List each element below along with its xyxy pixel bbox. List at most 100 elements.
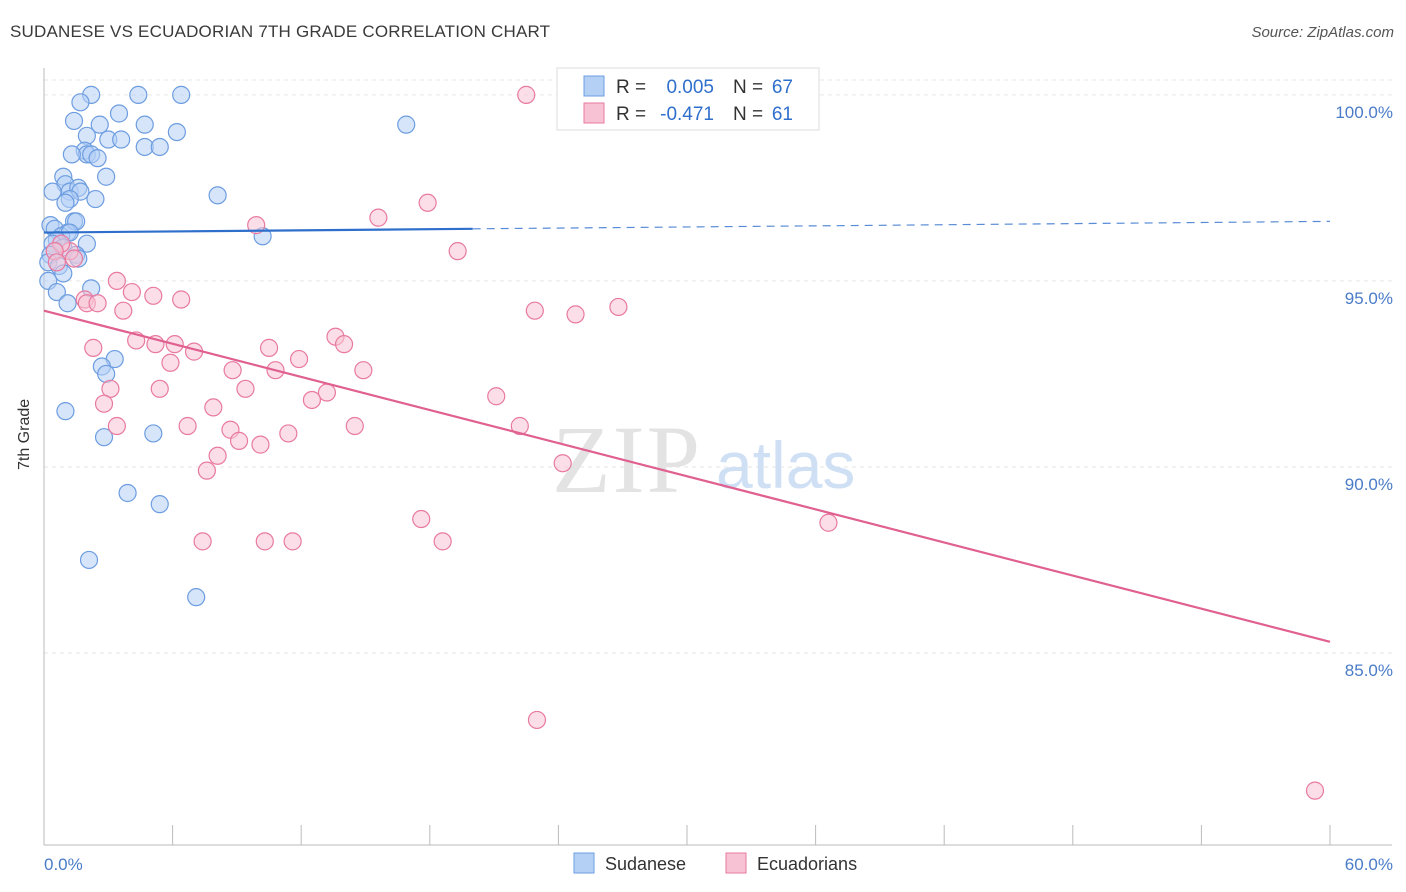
ecuadorian-point xyxy=(107,416,126,436)
ecuadorian-point xyxy=(208,446,227,465)
ecuadorian-point xyxy=(418,193,437,212)
sudanese-point xyxy=(172,85,191,104)
gridlines xyxy=(44,79,1392,654)
sudanese-point xyxy=(56,402,75,421)
ecuadorian-point xyxy=(94,394,114,413)
x-tick-label-min: 0.0% xyxy=(44,855,83,874)
trend-lines xyxy=(43,220,1331,643)
x-tick-label-max: 60.0% xyxy=(1345,855,1393,874)
y-tick-label: 85.0% xyxy=(1345,661,1393,680)
ecuadorian-point xyxy=(255,532,274,551)
legend-r-value: 0.005 xyxy=(666,77,714,98)
ecuadorian-point xyxy=(229,431,249,450)
y-tick-label: 90.0% xyxy=(1345,475,1393,494)
sudanese-point xyxy=(397,115,416,134)
chart-title: SUDANESE VS ECUADORIAN 7TH GRADE CORRELA… xyxy=(10,22,551,41)
sudanese-point xyxy=(79,550,99,570)
ecuadorian-point xyxy=(609,297,628,317)
sudanese-point xyxy=(64,111,84,131)
y-tick-label: 100.0% xyxy=(1335,103,1393,122)
sudanese-point xyxy=(62,145,81,164)
ecuadorian-point xyxy=(107,271,126,291)
sudanese-point xyxy=(77,126,96,145)
bottom-legend-label: Ecuadorians xyxy=(757,854,857,874)
sudanese-point xyxy=(56,193,75,212)
chart-source: Source: ZipAtlas.com xyxy=(1251,24,1394,41)
sudanese-point xyxy=(43,182,62,201)
ecuadorian-point xyxy=(345,416,364,436)
ecuadorian-point xyxy=(259,338,279,357)
sudanese-point xyxy=(97,167,116,186)
ecuadorian-point xyxy=(247,216,266,235)
sudanese-point xyxy=(58,294,77,313)
sudanese-point xyxy=(88,149,107,168)
ecuadorian-point xyxy=(161,353,180,372)
bottom-legend-swatch xyxy=(725,852,747,874)
y-tick-label: 95.0% xyxy=(1345,289,1393,308)
legend: R = 0.005 N = 67 R = -0.471 N = 61 xyxy=(556,67,820,131)
tick-labels: 85.0% 90.0% 95.0% 100.0% 0.0% 60.0% xyxy=(44,103,1393,874)
ecuadorian-point xyxy=(197,461,216,480)
ecuadorian-point xyxy=(236,379,255,398)
ecuadorian-point xyxy=(354,361,373,380)
legend-n-label: N = xyxy=(733,77,763,98)
watermark-atlas: atlas xyxy=(716,428,855,502)
ecuadorian-point xyxy=(566,305,585,324)
ecuadorian-point xyxy=(369,208,388,227)
ecuadorian-point xyxy=(223,361,242,380)
ecuadorian-point xyxy=(433,532,452,551)
legend-r-label: R = xyxy=(616,104,646,125)
sudanese-point xyxy=(144,424,163,443)
sudanese-trend-line xyxy=(43,227,473,234)
ecuadorian-point xyxy=(448,242,467,261)
bottom-legend-label: Sudanese xyxy=(605,854,686,874)
ecuadorian-point xyxy=(144,286,163,305)
ecuadorian-point xyxy=(487,387,506,406)
sudanese-point xyxy=(150,495,169,514)
ecuadorian-point xyxy=(1305,781,1325,800)
axes xyxy=(43,68,1392,846)
legend-r-value: -0.471 xyxy=(660,104,714,125)
ecuadorian-point xyxy=(251,435,270,454)
sudanese-point xyxy=(208,186,227,205)
ecuadorian-point xyxy=(88,294,107,313)
ecuadorian-point xyxy=(178,416,197,436)
sudanese-point xyxy=(187,588,206,607)
ecuadorian-point xyxy=(819,513,838,532)
ecuadorian-point xyxy=(510,416,529,436)
ecuadorian-point xyxy=(204,398,223,417)
ecuadorian-point xyxy=(302,390,322,410)
ecuadorian-point xyxy=(283,532,302,551)
bottom-legend: Sudanese Ecuadorians xyxy=(573,852,857,874)
sudanese-point xyxy=(86,189,105,209)
watermark: ZIP atlas xyxy=(552,406,855,513)
sudanese-trend-extension xyxy=(472,220,1331,230)
ecuadorian-trend-line xyxy=(43,309,1331,643)
sudanese-point xyxy=(77,234,96,253)
legend-n-value: 61 xyxy=(772,104,793,125)
ecuadorian-point xyxy=(64,249,84,268)
ecuadorian-point xyxy=(150,379,169,398)
sudanese-point xyxy=(90,115,109,134)
ecuadorian-point xyxy=(47,253,66,272)
legend-swatch xyxy=(583,102,605,124)
ecuadorian-point xyxy=(279,424,298,443)
watermark-zip: ZIP xyxy=(552,406,702,513)
sudanese-point xyxy=(150,137,169,157)
sudanese-point xyxy=(109,104,129,123)
ecuadorian-point xyxy=(525,301,544,320)
ecuadorian-point xyxy=(289,349,309,369)
sudanese-point xyxy=(94,428,114,447)
ecuadorian-point xyxy=(172,290,191,309)
ecuadorian-point xyxy=(517,85,536,104)
ecuadorian-point xyxy=(84,338,103,357)
ecuadorian-point xyxy=(412,509,431,529)
legend-n-value: 67 xyxy=(772,77,793,98)
ecuadorian-point xyxy=(122,282,141,302)
ecuadorian-point xyxy=(317,383,337,402)
ecuadorian-point xyxy=(553,454,572,473)
sudanese-point xyxy=(135,115,154,134)
sudanese-point xyxy=(47,282,66,302)
ecuadorian-points xyxy=(45,85,1325,800)
